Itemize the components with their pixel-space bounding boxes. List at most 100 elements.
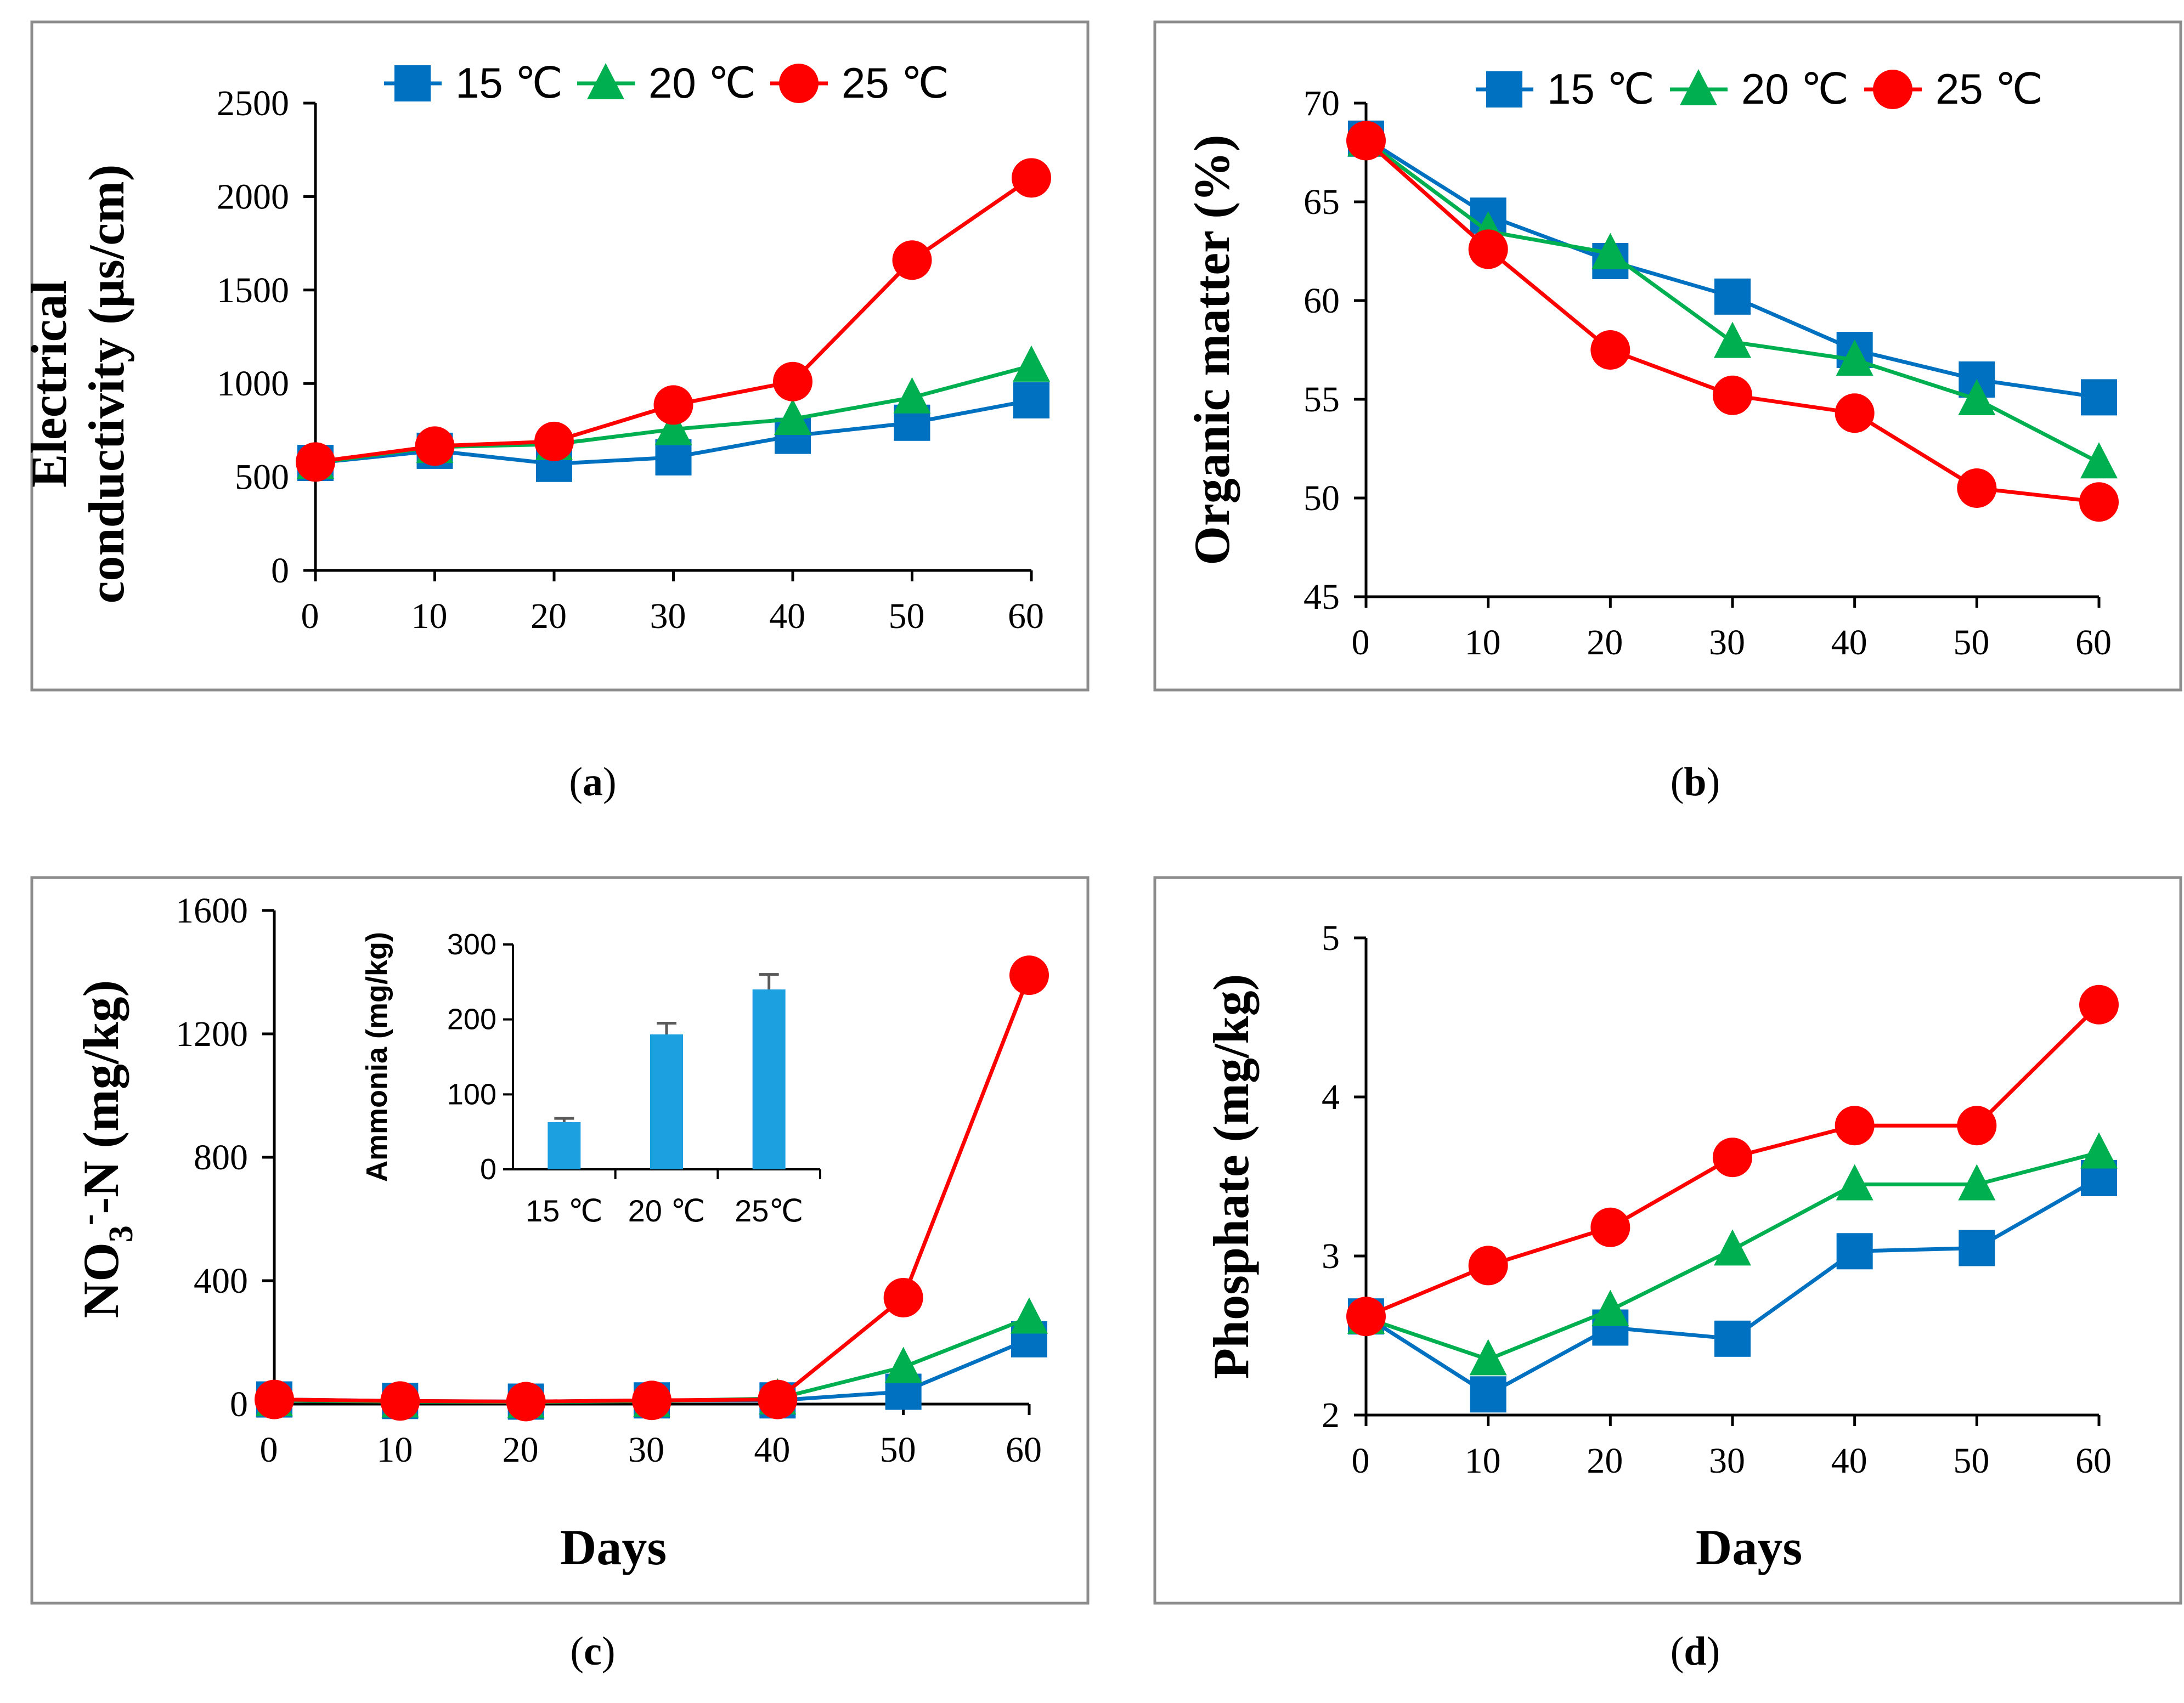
y-tick-label: 1500 — [217, 270, 289, 310]
x-tick-label: 20 — [1587, 1441, 1623, 1481]
data-point-triangle — [1680, 69, 1717, 105]
series-25c — [1346, 121, 2119, 522]
x-axis-label: Days — [1696, 1519, 1802, 1575]
data-point-circle — [1012, 158, 1051, 198]
x-tick-label: 50 — [1953, 623, 1989, 663]
data-point-circle — [2079, 985, 2119, 1025]
data-point-square — [1959, 1230, 1995, 1266]
y-tick-label: 1000 — [217, 364, 289, 404]
panel-label: (a) — [569, 760, 616, 805]
x-tick-label: 50 — [880, 1430, 916, 1470]
data-point-circle — [1835, 1106, 1875, 1146]
inset-category-label: 15 ℃ — [526, 1193, 603, 1228]
data-point-circle — [1713, 375, 1752, 415]
x-tick-label: 60 — [1008, 596, 1044, 636]
inset-category-label: 25℃ — [735, 1193, 803, 1228]
x-tick-label: 20 — [531, 596, 567, 636]
y-tick-label: 1600 — [176, 891, 248, 931]
y-tick-label: 1200 — [176, 1014, 248, 1054]
x-tick-label: 0 — [1352, 623, 1370, 663]
series-25c — [255, 955, 1049, 1422]
panel-label-letter: d — [1684, 1629, 1706, 1674]
data-point-circle — [892, 240, 932, 280]
legend-label: 15 ℃ — [455, 59, 563, 107]
y-tick-label: 50 — [1303, 478, 1340, 518]
panel-label-letter: b — [1684, 760, 1706, 805]
inset-y-axis-label: Ammonia (mg/kg) — [360, 932, 393, 1182]
data-point-circle — [1346, 121, 1386, 161]
y-axis-label-line: Organic matter (%) — [1184, 134, 1240, 565]
y-axis-label-line: Electrical — [21, 280, 77, 488]
series-line — [1365, 137, 2100, 399]
y-tick-label: 3 — [1322, 1236, 1340, 1276]
series-25c — [1346, 985, 2119, 1337]
y-tick-label: 2500 — [217, 83, 289, 123]
data-point-triangle — [1836, 340, 1873, 376]
y-axis-label-line: conductivity (μs/cm) — [78, 165, 134, 604]
x-tick-label: 60 — [2075, 1441, 2112, 1481]
data-point-circle — [1468, 229, 1508, 269]
data-point-triangle — [884, 1346, 922, 1383]
y-tick-label: 2 — [1322, 1395, 1340, 1435]
data-point-circle — [1873, 70, 1912, 109]
legend-item: 20 ℃ — [577, 59, 756, 107]
panel-label: (b) — [1671, 760, 1720, 805]
y-tick-label: 2000 — [217, 177, 289, 217]
data-point-square — [2081, 379, 2117, 416]
x-tick-label: 40 — [1831, 1441, 1867, 1481]
legend-item: 15 ℃ — [384, 59, 563, 107]
data-point-triangle — [1714, 1229, 1751, 1266]
inset-bar — [752, 989, 786, 1169]
data-point-triangle — [654, 409, 692, 445]
y-tick-label: 400 — [194, 1261, 248, 1301]
y-axis-label: Phosphate (mg/kg) — [1203, 974, 1259, 1379]
data-point-triangle — [1592, 1289, 1629, 1326]
x-tick-label: 30 — [650, 596, 686, 636]
data-point-circle — [883, 1277, 923, 1317]
x-tick-label: 40 — [1831, 623, 1867, 663]
legend: 15 ℃ 20 ℃ 25 ℃ — [1476, 65, 2043, 113]
legend-item: 25 ℃ — [770, 59, 949, 107]
inset-bar-chart: 0 100 200 300 15 ℃ 20 ℃ 25℃ Ammonia (mg/kg) — [360, 928, 821, 1228]
data-point-circle — [415, 426, 455, 466]
x-tick-label: 10 — [411, 596, 448, 636]
legend-label: 25 ℃ — [842, 59, 949, 107]
x-tick-label: 0 — [260, 1430, 278, 1470]
panel-label-close: ) — [1707, 760, 1720, 805]
data-point-circle — [380, 1381, 420, 1421]
series-25c — [296, 158, 1051, 482]
data-point-circle — [1468, 1246, 1508, 1286]
panel-label-close: ) — [1707, 1629, 1720, 1674]
y-tick-label: 55 — [1303, 380, 1340, 420]
data-point-triangle — [1011, 1297, 1048, 1334]
inset-y-tick-label: 200 — [447, 1003, 496, 1036]
data-point-circle — [1590, 330, 1630, 370]
inset-bar — [650, 1034, 683, 1169]
chart-frame — [1153, 20, 2182, 692]
data-point-circle — [1009, 955, 1049, 995]
data-point-circle — [1713, 1138, 1752, 1178]
y-tick-label: 5 — [1322, 918, 1340, 958]
panel-label-letter: a — [583, 760, 603, 805]
panel-label-open: ( — [1671, 1629, 1684, 1674]
panel-label: (d) — [1671, 1629, 1720, 1674]
data-point-triangle — [2080, 1132, 2118, 1169]
panel-a: 0 500 1000 1500 2000 2500 0 10 20 30 40 50 60 Electri… — [21, 20, 1090, 805]
data-point-triangle — [587, 63, 624, 99]
y-tick-label: 45 — [1303, 577, 1340, 617]
data-point-square — [1836, 1233, 1873, 1270]
y-tick-label: 0 — [271, 551, 289, 591]
data-point-triangle — [1714, 321, 1751, 358]
legend-label: 20 ℃ — [1741, 65, 1849, 113]
data-point-circle — [1957, 1106, 1997, 1146]
panel-label-open: ( — [1671, 760, 1684, 805]
data-point-square — [655, 439, 692, 476]
legend-label: 25 ℃ — [1935, 65, 2043, 113]
data-point-triangle — [893, 377, 931, 414]
inset-bar — [548, 1122, 581, 1169]
data-point-triangle — [1013, 345, 1050, 382]
data-point-circle — [534, 421, 574, 461]
